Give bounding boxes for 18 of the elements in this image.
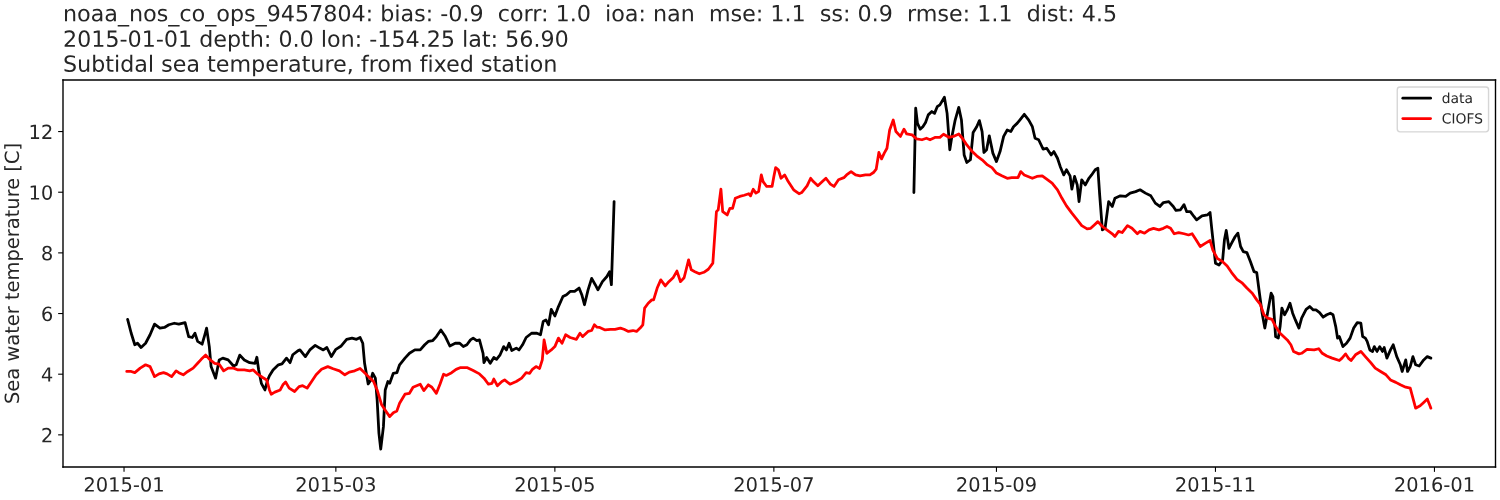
y-axis-title: Sea water temperature [C] <box>4 144 23 403</box>
y-tick-label: 8 <box>42 245 52 261</box>
x-tick-label: 2016-01 <box>1395 477 1474 492</box>
x-tick-label: 2015-03 <box>296 477 375 492</box>
y-tick-label: 2 <box>42 427 52 443</box>
y-tick-label: 4 <box>41 367 53 382</box>
y-tick-label: 10 <box>30 185 52 200</box>
legend-label: data <box>1442 92 1472 104</box>
line-series <box>125 118 1433 419</box>
x-tick-label: 2015-01 <box>84 477 163 492</box>
x-tick-label: 2015-05 <box>515 477 594 492</box>
legend-label: CIOFS <box>1442 113 1483 124</box>
x-tick-label: 2015-09 <box>957 477 1036 492</box>
y-tick-label: 12 <box>30 124 52 139</box>
y-tick-label: 6 <box>42 306 53 322</box>
x-tick-label: 2015-07 <box>734 477 813 492</box>
x-tick-label: 2015-11 <box>1176 477 1255 492</box>
chart-title: noaa_nos_co_ops_9457804: bias: -0.9 corr: 1.0 ioa: nan mse: 1.1 ss: 0.9 rmse: 1.1 dist: 4.5 2015-01-01 depth: 0.0 lon: -154.25 lat: 56.90 Subtidal sea temperature, from fixed station <box>64 4 1116 77</box>
